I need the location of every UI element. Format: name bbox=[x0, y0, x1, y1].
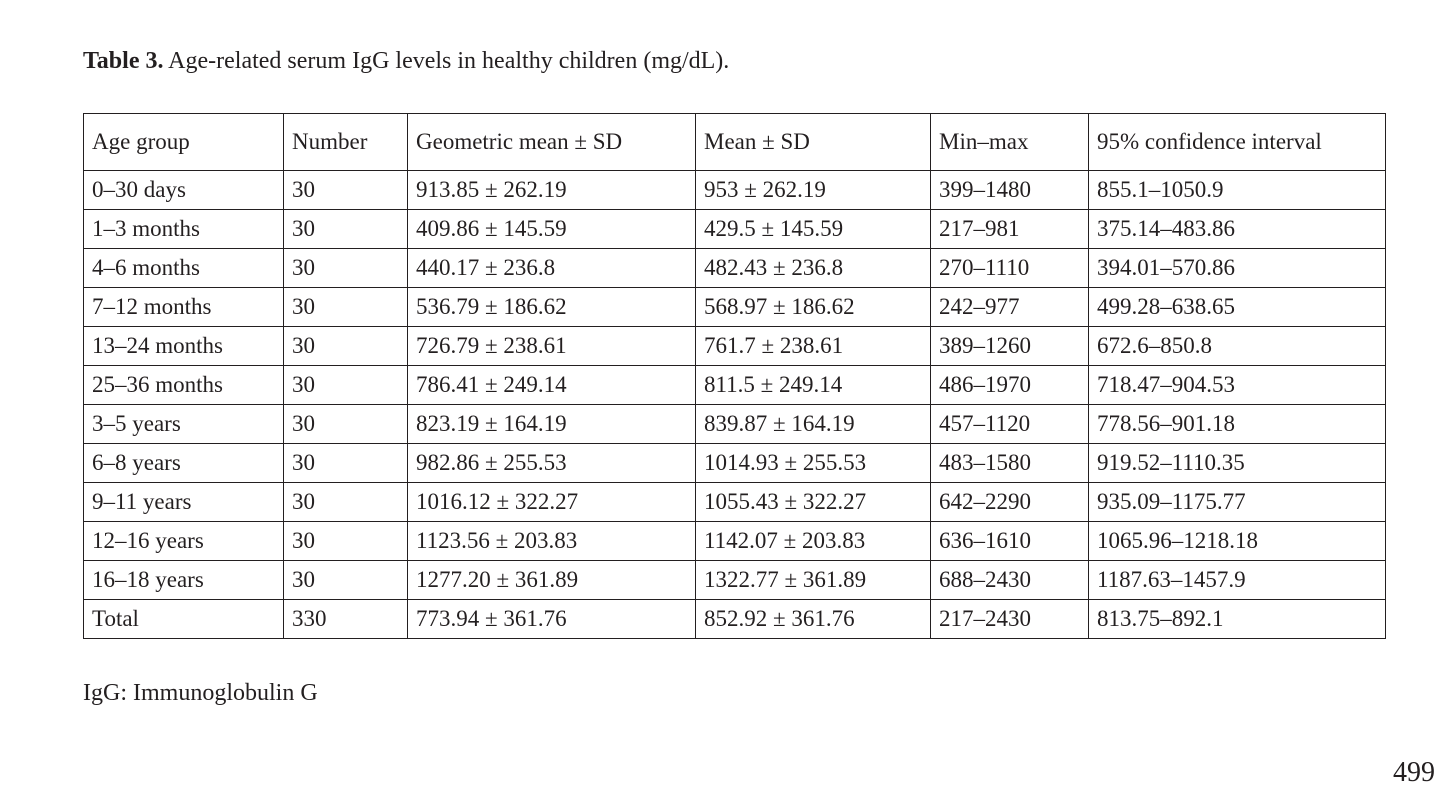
cell-geometric-mean: 823.19 ± 164.19 bbox=[407, 404, 696, 444]
table-row-total: Total 330 773.94 ± 361.76 852.92 ± 361.7… bbox=[83, 599, 1386, 639]
table-caption: Table 3. Age-related serum IgG levels in… bbox=[83, 44, 729, 78]
cell-min-max: 486–1970 bbox=[930, 365, 1089, 405]
table-row: 12–16 years 30 1123.56 ± 203.83 1142.07 … bbox=[83, 521, 1386, 561]
cell-geometric-mean: 786.41 ± 249.14 bbox=[407, 365, 696, 405]
cell-number: 30 bbox=[283, 287, 408, 327]
cell-number: 30 bbox=[283, 443, 408, 483]
cell-mean: 761.7 ± 238.61 bbox=[695, 326, 931, 366]
cell-mean: 482.43 ± 236.8 bbox=[695, 248, 931, 288]
cell-confidence-interval: 394.01–570.86 bbox=[1088, 248, 1386, 288]
cell-mean: 953 ± 262.19 bbox=[695, 170, 931, 210]
table-footnote: IgG: Immunoglobulin G bbox=[83, 680, 318, 706]
cell-age-group: 3–5 years bbox=[83, 404, 284, 444]
cell-number: 30 bbox=[283, 248, 408, 288]
cell-geometric-mean: 1277.20 ± 361.89 bbox=[407, 560, 696, 600]
cell-confidence-interval: 1187.63–1457.9 bbox=[1088, 560, 1386, 600]
cell-number: 30 bbox=[283, 482, 408, 522]
cell-geometric-mean: 726.79 ± 238.61 bbox=[407, 326, 696, 366]
cell-confidence-interval: 672.6–850.8 bbox=[1088, 326, 1386, 366]
cell-age-group: Total bbox=[83, 599, 284, 639]
cell-min-max: 457–1120 bbox=[930, 404, 1089, 444]
cell-geometric-mean: 409.86 ± 145.59 bbox=[407, 209, 696, 249]
cell-age-group: 1–3 months bbox=[83, 209, 284, 249]
table-row: 6–8 years 30 982.86 ± 255.53 1014.93 ± 2… bbox=[83, 443, 1386, 483]
cell-mean: 1014.93 ± 255.53 bbox=[695, 443, 931, 483]
column-header-number: Number bbox=[283, 113, 408, 171]
table-row: 3–5 years 30 823.19 ± 164.19 839.87 ± 16… bbox=[83, 404, 1386, 444]
cell-confidence-interval: 499.28–638.65 bbox=[1088, 287, 1386, 327]
cell-min-max: 242–977 bbox=[930, 287, 1089, 327]
cell-confidence-interval: 1065.96–1218.18 bbox=[1088, 521, 1386, 561]
cell-confidence-interval: 935.09–1175.77 bbox=[1088, 482, 1386, 522]
cell-confidence-interval: 813.75–892.1 bbox=[1088, 599, 1386, 639]
cell-geometric-mean: 982.86 ± 255.53 bbox=[407, 443, 696, 483]
table-caption-label: Table 3. bbox=[83, 48, 164, 74]
cell-min-max: 399–1480 bbox=[930, 170, 1089, 210]
cell-age-group: 7–12 months bbox=[83, 287, 284, 327]
column-header-age-group: Age group bbox=[83, 113, 284, 171]
cell-geometric-mean: 1123.56 ± 203.83 bbox=[407, 521, 696, 561]
igg-levels-table: Age group Number Geometric mean ± SD Mea… bbox=[83, 113, 1386, 639]
cell-age-group: 0–30 days bbox=[83, 170, 284, 210]
cell-min-max: 642–2290 bbox=[930, 482, 1089, 522]
column-header-min-max: Min–max bbox=[930, 113, 1089, 171]
cell-geometric-mean: 913.85 ± 262.19 bbox=[407, 170, 696, 210]
cell-mean: 429.5 ± 145.59 bbox=[695, 209, 931, 249]
cell-geometric-mean: 536.79 ± 186.62 bbox=[407, 287, 696, 327]
cell-confidence-interval: 375.14–483.86 bbox=[1088, 209, 1386, 249]
cell-age-group: 9–11 years bbox=[83, 482, 284, 522]
table-row: 1–3 months 30 409.86 ± 145.59 429.5 ± 14… bbox=[83, 209, 1386, 249]
cell-confidence-interval: 718.47–904.53 bbox=[1088, 365, 1386, 405]
cell-min-max: 217–981 bbox=[930, 209, 1089, 249]
cell-min-max: 270–1110 bbox=[930, 248, 1089, 288]
cell-mean: 1142.07 ± 203.83 bbox=[695, 521, 931, 561]
cell-mean: 1322.77 ± 361.89 bbox=[695, 560, 931, 600]
table-row: 25–36 months 30 786.41 ± 249.14 811.5 ± … bbox=[83, 365, 1386, 405]
column-header-geometric-mean: Geometric mean ± SD bbox=[407, 113, 696, 171]
cell-number: 30 bbox=[283, 521, 408, 561]
cell-number: 30 bbox=[283, 209, 408, 249]
table-body: 0–30 days 30 913.85 ± 262.19 953 ± 262.1… bbox=[83, 170, 1386, 639]
table-row: 9–11 years 30 1016.12 ± 322.27 1055.43 ±… bbox=[83, 482, 1386, 522]
cell-age-group: 13–24 months bbox=[83, 326, 284, 366]
cell-confidence-interval: 855.1–1050.9 bbox=[1088, 170, 1386, 210]
cell-age-group: 6–8 years bbox=[83, 443, 284, 483]
cell-min-max: 688–2430 bbox=[930, 560, 1089, 600]
cell-geometric-mean: 440.17 ± 236.8 bbox=[407, 248, 696, 288]
table-row: 13–24 months 30 726.79 ± 238.61 761.7 ± … bbox=[83, 326, 1386, 366]
cell-number: 30 bbox=[283, 560, 408, 600]
table-row: 7–12 months 30 536.79 ± 186.62 568.97 ± … bbox=[83, 287, 1386, 327]
cell-mean: 839.87 ± 164.19 bbox=[695, 404, 931, 444]
table-row: 0–30 days 30 913.85 ± 262.19 953 ± 262.1… bbox=[83, 170, 1386, 210]
cell-mean: 568.97 ± 186.62 bbox=[695, 287, 931, 327]
cell-age-group: 16–18 years bbox=[83, 560, 284, 600]
cell-min-max: 636–1610 bbox=[930, 521, 1089, 561]
column-header-mean: Mean ± SD bbox=[695, 113, 931, 171]
cell-age-group: 25–36 months bbox=[83, 365, 284, 405]
cell-confidence-interval: 919.52–1110.35 bbox=[1088, 443, 1386, 483]
cell-mean: 1055.43 ± 322.27 bbox=[695, 482, 931, 522]
cell-min-max: 217–2430 bbox=[930, 599, 1089, 639]
cell-age-group: 12–16 years bbox=[83, 521, 284, 561]
cell-mean: 811.5 ± 249.14 bbox=[695, 365, 931, 405]
page-number: 499 bbox=[1393, 757, 1435, 788]
cell-number: 30 bbox=[283, 170, 408, 210]
cell-confidence-interval: 778.56–901.18 bbox=[1088, 404, 1386, 444]
cell-min-max: 389–1260 bbox=[930, 326, 1089, 366]
cell-number: 330 bbox=[283, 599, 408, 639]
cell-number: 30 bbox=[283, 404, 408, 444]
cell-mean: 852.92 ± 361.76 bbox=[695, 599, 931, 639]
cell-number: 30 bbox=[283, 365, 408, 405]
table-row: 4–6 months 30 440.17 ± 236.8 482.43 ± 23… bbox=[83, 248, 1386, 288]
table-caption-text: Age-related serum IgG levels in healthy … bbox=[163, 48, 730, 74]
cell-min-max: 483–1580 bbox=[930, 443, 1089, 483]
column-header-confidence-interval: 95% confidence interval bbox=[1088, 113, 1386, 171]
cell-geometric-mean: 773.94 ± 361.76 bbox=[407, 599, 696, 639]
cell-number: 30 bbox=[283, 326, 408, 366]
cell-age-group: 4–6 months bbox=[83, 248, 284, 288]
table-row: 16–18 years 30 1277.20 ± 361.89 1322.77 … bbox=[83, 560, 1386, 600]
cell-geometric-mean: 1016.12 ± 322.27 bbox=[407, 482, 696, 522]
table-header-row: Age group Number Geometric mean ± SD Mea… bbox=[83, 113, 1386, 171]
